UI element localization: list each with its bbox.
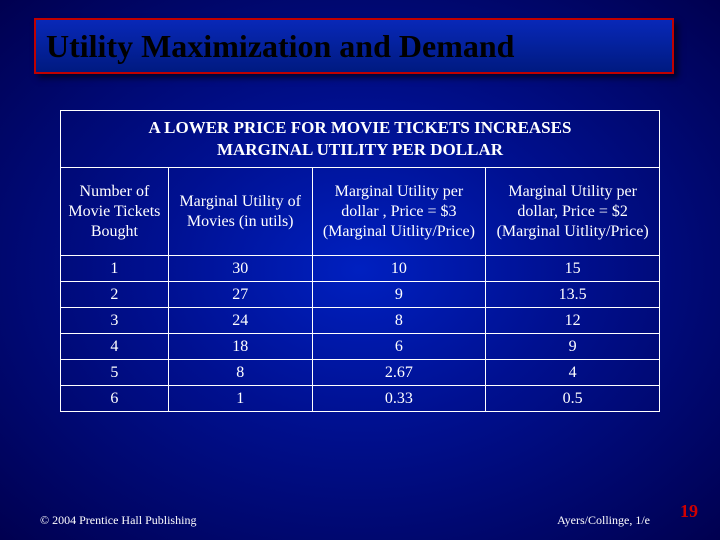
footer-copyright: © 2004 Prentice Hall Publishing <box>40 513 196 528</box>
cell: 5 <box>61 360 169 386</box>
cell: 18 <box>168 334 312 360</box>
col-header-2: Marginal Utility per dollar , Price = $3… <box>312 168 486 256</box>
cell: 9 <box>312 282 486 308</box>
slide-title-box: Utility Maximization and Demand <box>34 18 674 74</box>
table-body: 1 30 10 15 2 27 9 13.5 3 24 8 12 4 18 6 <box>61 256 660 412</box>
cell: 1 <box>61 256 169 282</box>
table-row: 4 18 6 9 <box>61 334 660 360</box>
table-header-row: Number of Movie Tickets Bought Marginal … <box>61 168 660 256</box>
table-caption: A LOWER PRICE FOR MOVIE TICKETS INCREASE… <box>60 110 660 167</box>
table-row: 2 27 9 13.5 <box>61 282 660 308</box>
footer-authors: Ayers/Collinge, 1/e <box>557 513 650 528</box>
cell: 9 <box>486 334 660 360</box>
cell: 0.33 <box>312 386 486 412</box>
cell: 4 <box>61 334 169 360</box>
slide-title: Utility Maximization and Demand <box>46 28 514 65</box>
cell: 15 <box>486 256 660 282</box>
cell: 3 <box>61 308 169 334</box>
cell: 0.5 <box>486 386 660 412</box>
data-table: Number of Movie Tickets Bought Marginal … <box>60 167 660 412</box>
cell: 2.67 <box>312 360 486 386</box>
table-row: 1 30 10 15 <box>61 256 660 282</box>
cell: 27 <box>168 282 312 308</box>
cell: 24 <box>168 308 312 334</box>
table-row: 6 1 0.33 0.5 <box>61 386 660 412</box>
cell: 6 <box>61 386 169 412</box>
cell: 10 <box>312 256 486 282</box>
cell: 2 <box>61 282 169 308</box>
table-row: 3 24 8 12 <box>61 308 660 334</box>
cell: 12 <box>486 308 660 334</box>
cell: 8 <box>312 308 486 334</box>
page-number: 19 <box>680 501 698 522</box>
cell: 13.5 <box>486 282 660 308</box>
col-header-3: Marginal Utility per dollar, Price = $2 … <box>486 168 660 256</box>
col-header-0: Number of Movie Tickets Bought <box>61 168 169 256</box>
table-container: A LOWER PRICE FOR MOVIE TICKETS INCREASE… <box>60 110 660 412</box>
cell: 30 <box>168 256 312 282</box>
caption-line-2: MARGINAL UTILITY PER DOLLAR <box>217 140 503 159</box>
cell: 6 <box>312 334 486 360</box>
caption-line-1: A LOWER PRICE FOR MOVIE TICKETS INCREASE… <box>149 118 572 137</box>
cell: 8 <box>168 360 312 386</box>
col-header-1: Marginal Utility of Movies (in utils) <box>168 168 312 256</box>
table-row: 5 8 2.67 4 <box>61 360 660 386</box>
cell: 1 <box>168 386 312 412</box>
cell: 4 <box>486 360 660 386</box>
